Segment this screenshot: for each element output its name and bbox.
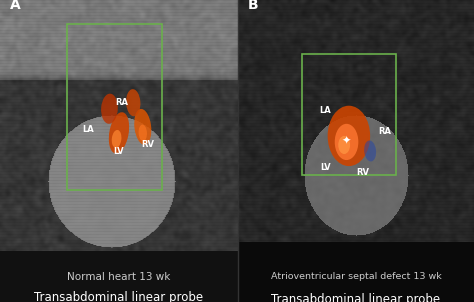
- Ellipse shape: [101, 94, 118, 124]
- Text: LA: LA: [82, 125, 94, 134]
- Ellipse shape: [335, 124, 358, 160]
- Text: LV: LV: [320, 163, 330, 172]
- Ellipse shape: [364, 140, 376, 162]
- Text: Normal heart 13 wk: Normal heart 13 wk: [67, 272, 171, 282]
- Text: LV: LV: [114, 146, 124, 156]
- Ellipse shape: [112, 130, 121, 148]
- Text: RV: RV: [356, 168, 370, 177]
- Bar: [238, 242, 474, 302]
- Ellipse shape: [138, 125, 147, 141]
- Bar: [301, 54, 396, 175]
- Text: Atrioventricular septal defect 13 wk: Atrioventricular septal defect 13 wk: [271, 272, 441, 281]
- Text: ✦: ✦: [342, 135, 351, 146]
- Text: A: A: [9, 0, 20, 12]
- Ellipse shape: [328, 106, 370, 166]
- Text: RA: RA: [115, 98, 128, 107]
- Text: Transabdominal linear probe: Transabdominal linear probe: [35, 291, 203, 302]
- Bar: [0, 251, 238, 302]
- Text: RA: RA: [378, 127, 391, 136]
- Bar: [67, 24, 162, 190]
- Ellipse shape: [126, 89, 140, 116]
- Text: Transabdominal linear probe: Transabdominal linear probe: [272, 293, 440, 302]
- Ellipse shape: [134, 109, 151, 145]
- Ellipse shape: [109, 112, 129, 153]
- Text: LA: LA: [319, 106, 331, 115]
- Ellipse shape: [338, 136, 350, 154]
- Text: B: B: [247, 0, 258, 12]
- Text: RV: RV: [141, 140, 154, 149]
